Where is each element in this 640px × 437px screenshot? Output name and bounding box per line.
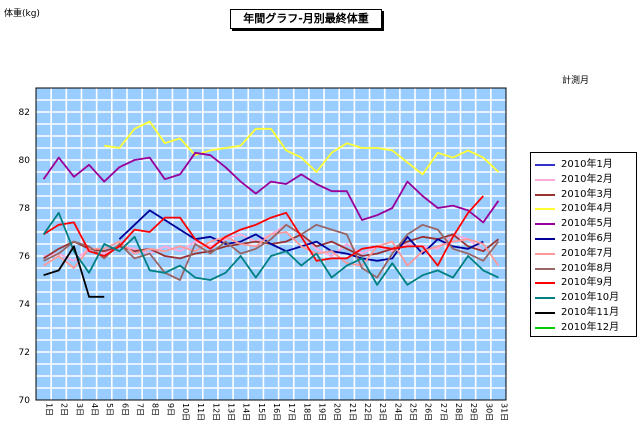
y-axis-label: 体重(kg) — [4, 9, 40, 19]
x-tick-label: 22日 — [363, 403, 372, 421]
legend-item: 2010年9月 — [535, 275, 635, 290]
legend-item: 2010年5月 — [535, 216, 635, 231]
legend-label: 2010年12月 — [561, 321, 620, 333]
legend-label: 2010年7月 — [561, 247, 613, 259]
legend-item: 2010年3月 — [535, 187, 635, 202]
legend-swatch — [535, 312, 555, 314]
x-tick-label: 5日 — [105, 403, 114, 416]
legend-swatch — [535, 178, 555, 181]
series-line-11 — [43, 245, 105, 298]
legend-swatch — [535, 208, 555, 211]
legend-item: 2010年12月 — [535, 320, 635, 335]
legend-swatch — [535, 223, 555, 226]
x-axis-label: 計測月 — [562, 76, 590, 86]
x-tick-label: 8日 — [151, 403, 160, 416]
x-tick-label: 17日 — [287, 403, 296, 421]
legend-label: 2010年6月 — [561, 233, 613, 244]
x-tick-label: 29日 — [469, 403, 478, 421]
x-tick-label: 15日 — [257, 403, 266, 421]
x-tick-label: 1日 — [45, 403, 54, 416]
legend-swatch — [535, 267, 555, 270]
chart-title: 年間グラフ-月別最終体重 — [230, 9, 382, 29]
x-tick-label: 4日 — [90, 403, 99, 416]
series-line-8 — [43, 223, 500, 281]
legend-item: 2010年11月 — [535, 305, 635, 320]
legend-item: 2010年7月 — [535, 246, 635, 261]
x-tick-label: 16日 — [272, 403, 281, 421]
x-tick-label: 10日 — [181, 403, 190, 421]
x-tick-label: 23日 — [378, 403, 387, 421]
x-tick-label: 28日 — [454, 403, 463, 421]
x-tick-label: 14日 — [242, 403, 251, 421]
legend-item: 2010年2月 — [535, 172, 635, 187]
x-tick-label: 18日 — [302, 403, 311, 421]
x-tick-label: 19日 — [317, 403, 326, 421]
x-tick-label: 27日 — [439, 403, 448, 421]
legend-item: 2010年6月 — [535, 231, 635, 246]
x-tick-label: 9日 — [166, 403, 175, 416]
legend-swatch — [535, 193, 555, 196]
series-line-4 — [104, 120, 500, 176]
x-tick-label: 25日 — [408, 403, 417, 421]
y-tick-label: 82 — [19, 108, 30, 118]
legend-item: 2010年10月 — [535, 290, 635, 305]
legend-label: 2010年8月 — [561, 262, 613, 274]
y-tick-label: 70 — [19, 396, 31, 406]
y-tick-label: 78 — [19, 204, 31, 214]
x-tick-label: 7日 — [136, 403, 145, 416]
legend-swatch — [535, 238, 555, 240]
series-line-10 — [42, 211, 499, 286]
y-tick-label: 74 — [19, 300, 31, 310]
series-line-7 — [43, 231, 500, 269]
x-tick-label: 6日 — [120, 403, 129, 416]
x-tick-label: 11日 — [196, 403, 205, 421]
x-tick-label: 12日 — [211, 403, 220, 421]
legend-label: 2010年11月 — [561, 307, 620, 318]
x-tick-label: 30日 — [484, 403, 493, 421]
legend: 2010年1月 2010年2月 2010年3月 2010年4月 2010年5月 2010年… — [530, 152, 637, 337]
x-tick-label: 21日 — [348, 403, 357, 421]
legend-swatch — [535, 282, 555, 285]
legend-label: 2010年3月 — [561, 188, 613, 200]
y-tick-label: 80 — [19, 156, 31, 166]
series-line-5 — [42, 151, 500, 224]
legend-label: 2010年10月 — [561, 292, 620, 304]
legend-item: 2010年8月 — [535, 261, 635, 276]
plot-border — [35, 87, 507, 401]
series-line-9 — [43, 195, 484, 267]
x-tick-label: 24日 — [393, 403, 402, 421]
x-tick-label: 3日 — [75, 403, 84, 416]
legend-item: 2010年1月 — [535, 157, 635, 172]
legend-item: 2010年4月 — [535, 201, 635, 216]
legend-label: 2010年5月 — [561, 218, 613, 230]
y-tick-label: 72 — [19, 348, 30, 358]
legend-label: 2010年1月 — [561, 159, 613, 170]
y-tick-label: 76 — [19, 252, 31, 262]
legend-label: 2010年4月 — [561, 203, 613, 215]
legend-swatch — [535, 297, 555, 300]
legend-label: 2010年2月 — [561, 173, 613, 185]
legend-swatch — [535, 326, 555, 329]
x-tick-label: 20日 — [333, 403, 342, 421]
x-tick-label: 2日 — [60, 403, 69, 416]
x-tick-label: 31日 — [499, 403, 508, 421]
legend-label: 2010年9月 — [561, 277, 613, 289]
legend-swatch — [535, 164, 555, 166]
legend-swatch — [535, 252, 555, 255]
x-tick-label: 26日 — [424, 403, 433, 421]
x-tick-label: 13日 — [227, 403, 236, 421]
